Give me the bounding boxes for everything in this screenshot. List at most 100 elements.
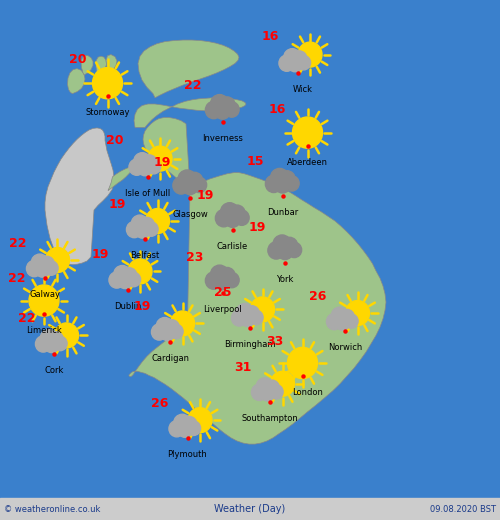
Text: York: York (276, 275, 293, 283)
Text: 19: 19 (109, 198, 126, 211)
Polygon shape (81, 56, 93, 75)
Circle shape (206, 272, 222, 289)
Circle shape (240, 311, 255, 327)
Text: 19: 19 (92, 249, 108, 261)
Circle shape (152, 324, 167, 340)
Circle shape (182, 417, 197, 433)
Circle shape (270, 385, 283, 399)
Text: Southampton: Southampton (242, 414, 298, 423)
Circle shape (218, 267, 236, 285)
Circle shape (46, 248, 70, 272)
Circle shape (182, 178, 198, 194)
Circle shape (134, 153, 151, 171)
Text: Dublin: Dublin (114, 302, 141, 310)
Circle shape (228, 205, 246, 223)
Circle shape (298, 42, 322, 67)
Circle shape (270, 168, 289, 188)
Circle shape (142, 155, 157, 171)
Circle shape (268, 242, 284, 259)
Circle shape (288, 56, 302, 72)
Text: Weather (Day): Weather (Day) (214, 504, 286, 514)
Circle shape (29, 285, 59, 316)
Circle shape (224, 272, 239, 288)
Text: Cork: Cork (44, 366, 64, 374)
Circle shape (135, 223, 150, 238)
Text: 26: 26 (309, 290, 326, 303)
Text: London: London (292, 388, 323, 397)
Text: Glasgow: Glasgow (172, 210, 208, 218)
Circle shape (129, 159, 144, 175)
Polygon shape (108, 167, 132, 190)
Circle shape (224, 211, 240, 227)
Circle shape (284, 176, 299, 191)
Circle shape (147, 160, 160, 174)
Circle shape (256, 378, 274, 396)
Text: Aberdeen: Aberdeen (287, 158, 328, 166)
Circle shape (126, 222, 142, 238)
Polygon shape (106, 55, 117, 72)
Circle shape (234, 210, 249, 225)
Circle shape (331, 307, 348, 325)
Circle shape (206, 101, 222, 119)
Polygon shape (129, 173, 386, 444)
Circle shape (186, 172, 203, 190)
Circle shape (31, 254, 48, 272)
Circle shape (277, 243, 293, 259)
Text: 15: 15 (246, 155, 264, 167)
Text: Limerick: Limerick (26, 326, 62, 334)
Circle shape (210, 95, 229, 114)
Text: 22: 22 (184, 79, 201, 92)
Circle shape (274, 176, 290, 193)
Circle shape (218, 97, 236, 114)
Text: Isle of Mull: Isle of Mull (125, 189, 170, 198)
Circle shape (114, 266, 131, 283)
Circle shape (297, 56, 310, 70)
Circle shape (109, 272, 124, 288)
Text: 26: 26 (152, 397, 168, 410)
Circle shape (160, 325, 175, 341)
Polygon shape (45, 128, 114, 265)
Polygon shape (143, 118, 190, 188)
Circle shape (264, 380, 280, 396)
Circle shape (144, 222, 158, 236)
Circle shape (335, 315, 350, 330)
Text: 22: 22 (18, 312, 35, 326)
Circle shape (44, 261, 58, 275)
Circle shape (36, 336, 51, 352)
Circle shape (273, 235, 291, 254)
Circle shape (170, 311, 194, 336)
Circle shape (40, 330, 58, 347)
Text: 25: 25 (214, 286, 231, 299)
Circle shape (292, 117, 322, 148)
Circle shape (232, 310, 247, 326)
Polygon shape (96, 56, 106, 74)
Circle shape (339, 309, 354, 326)
Text: Cardigan: Cardigan (151, 354, 189, 362)
Circle shape (287, 242, 302, 257)
Text: Belfast: Belfast (130, 251, 160, 260)
Circle shape (128, 259, 152, 284)
Circle shape (279, 55, 294, 71)
Text: 22: 22 (8, 237, 26, 250)
Circle shape (122, 268, 137, 284)
Circle shape (146, 209, 170, 233)
Circle shape (173, 177, 190, 194)
Text: 19: 19 (154, 156, 171, 169)
Text: 19: 19 (196, 189, 214, 202)
Text: 09.08.2020 BST: 09.08.2020 BST (430, 504, 496, 514)
Circle shape (178, 422, 192, 437)
Text: 16: 16 (269, 102, 286, 115)
Text: 19: 19 (249, 222, 266, 234)
Circle shape (174, 414, 191, 432)
Circle shape (270, 371, 294, 396)
Text: Wick: Wick (292, 85, 312, 94)
Circle shape (214, 102, 230, 119)
Circle shape (138, 160, 152, 176)
Circle shape (139, 217, 154, 233)
Text: Plymouth: Plymouth (168, 450, 207, 459)
Text: Birmingham: Birmingham (224, 340, 276, 348)
Circle shape (127, 272, 140, 287)
Bar (0, 498, 500, 520)
Text: 20: 20 (69, 53, 86, 66)
Circle shape (278, 171, 295, 188)
